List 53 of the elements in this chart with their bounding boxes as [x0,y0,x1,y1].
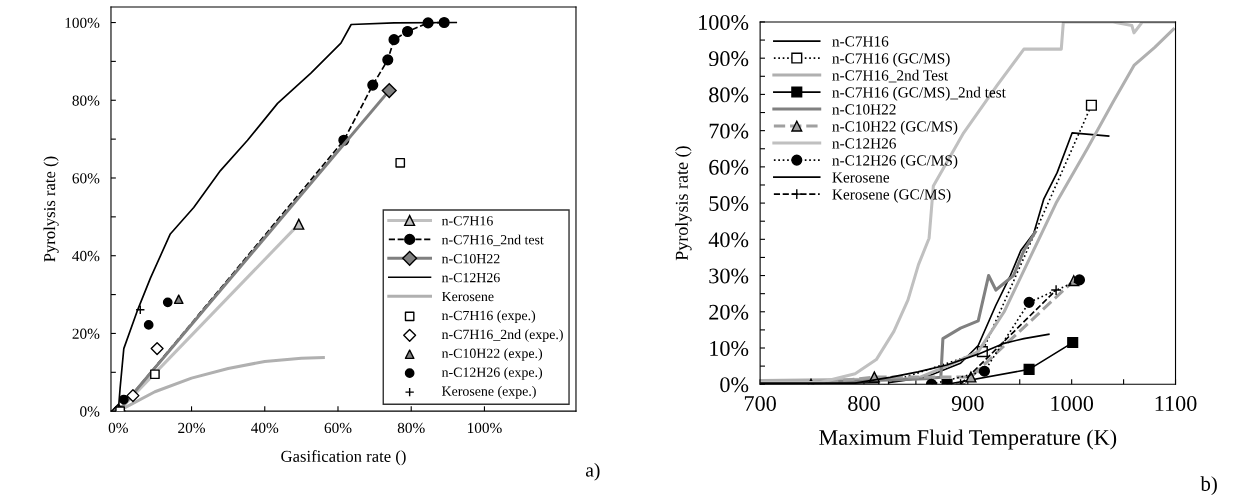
x-tick-label: 0% [108,422,128,434]
legend-label: n-C7H16 (GC/MS)_2nd test [832,86,1006,101]
y-tick-label: 60% [709,159,749,175]
legend-label: Kerosene (GC/MS) [832,188,951,203]
y-tick-label: 100% [65,17,100,29]
x-tick-label: 80% [397,422,425,434]
legend-label: n-C12H26 [441,272,500,283]
y-tick-label: 80% [709,87,749,103]
x-tick-label: 700 [744,395,776,411]
legend-label: n-C7H16 [832,36,889,47]
y-tick-label: 100% [699,14,749,30]
legend-label: n-C12H26 [832,138,896,149]
x-tick-label: 800 [848,395,880,411]
y-tick-label: 60% [72,173,100,184]
x-tick-label: 1000 [1051,395,1094,411]
legend-label: n-C7H16_2nd (expe.) [441,329,563,342]
y-tick-label: 40% [708,232,749,248]
legend-label: n-C12H26 (GC/MS) [832,154,958,169]
legend-label: n-C10H22 [832,104,896,115]
x-axis-title: Gasification rate () [281,450,406,466]
x-tick-label: 900 [951,395,984,411]
x-tick-label: 1100 [1155,395,1197,411]
y-tick-label: 10% [710,340,749,356]
legend-label: n-C7H16_2nd test [441,234,544,247]
legend-label: n-C12H26 (expe.) [441,367,543,380]
x-tick-label: 20% [178,422,206,434]
x-tick-label: 100% [467,422,502,434]
legend-label: n-C10H22 [441,253,500,264]
x-tick-label: 60% [324,422,352,434]
legend-label: n-C7H16_2nd Test [832,69,949,83]
x-tick-label: 40% [251,422,279,434]
text: a) [585,462,600,481]
y-tick-label: 20% [72,328,100,339]
y-tick-label: 80% [72,95,100,106]
y-axis-title: Pyrolysis rate () [43,156,59,262]
legend-label: Kerosene [832,172,890,183]
text: b) [1200,476,1217,496]
x-axis-title: Maximum Fluid Temperature (K) [819,429,1117,450]
y-tick-label: 50% [709,196,749,212]
y-tick-label: 90% [708,51,749,67]
y-tick-label: 30% [709,268,749,284]
legend-label: n-C7H16 (GC/MS) [832,52,950,67]
legend-label: Kerosene (expe.) [441,386,536,399]
y-tick-label: 70% [709,123,749,139]
y-tick-label: 40% [72,250,100,262]
y-tick-label: 20% [709,304,749,320]
legend-label: n-C7H16 [441,216,493,226]
legend-label: n-C10H22 (GC/MS) [832,120,958,135]
y-axis-title: Pyrolysis rate () [675,146,692,261]
legend-label: n-C10H22 (expe.) [441,348,543,361]
legend-label: n-C7H16 (expe.) [441,310,536,323]
legend-label: Kerosene [441,291,494,302]
y-tick-label: 0% [720,377,749,393]
